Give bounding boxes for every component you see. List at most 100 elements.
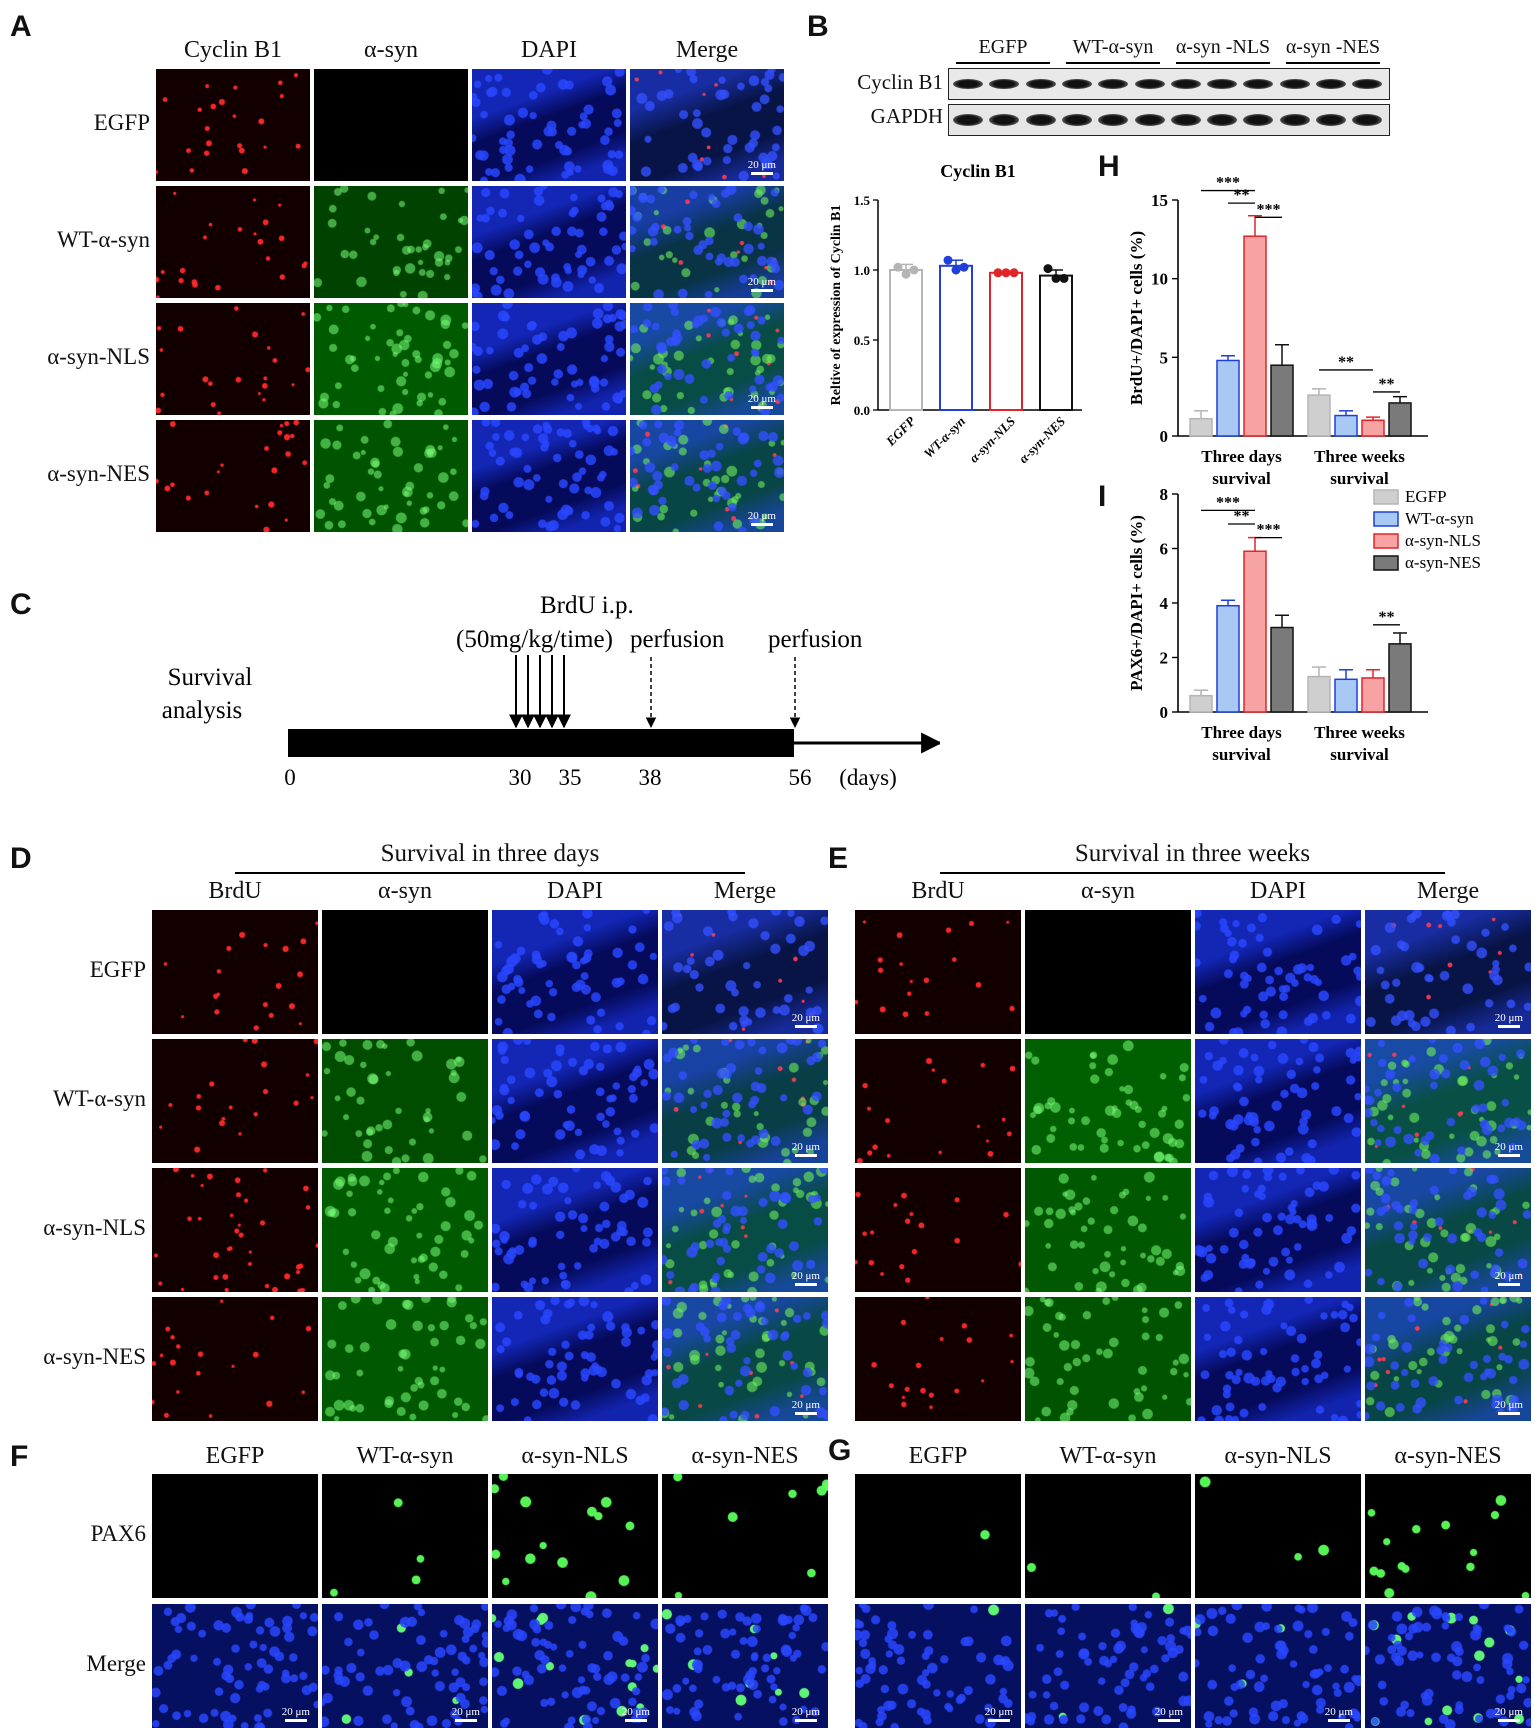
column-header-2: DAPI <box>1249 878 1306 904</box>
scale-bar: 20 μm <box>1495 1141 1523 1157</box>
significance-stars: ** <box>1379 609 1395 626</box>
blot-band <box>1352 79 1383 89</box>
dose-label: (50mg/kg/time) <box>456 626 613 653</box>
micrograph-r0-c0 <box>152 1474 318 1598</box>
chart-i-pax6: 0 2 4 6 8 PAX6+/DAPI+ cells (%) Three days Thre… <box>1127 485 1481 764</box>
x-tick-label-1-line2: survival <box>1330 469 1389 488</box>
chart-b-cyclin-b1: Cyclin B1 0.0 0.5 1.0 1.5 Reltive of expressi… <box>829 161 1082 466</box>
x-tick-label-1-line2: survival <box>1330 745 1389 764</box>
blot-band <box>1170 79 1201 89</box>
chart-h-brdu: 0 5 10 15 BrdU+/DAPI+ cells (%) Three days Thr… <box>1127 175 1428 488</box>
legend-label-0: EGFP <box>1405 487 1447 506</box>
blot-label-gapdh: GAPDH <box>870 104 943 128</box>
bar-1-3 <box>1388 402 1412 437</box>
scale-bar-line <box>794 1719 817 1722</box>
bar-0-0 <box>1189 694 1213 713</box>
x-tick-label-0-line1: Three days <box>1201 723 1282 742</box>
data-point <box>909 265 919 275</box>
blot-band <box>1316 79 1346 89</box>
bar-0-0 <box>1189 417 1213 437</box>
blot-band <box>1279 79 1310 89</box>
micrograph-r1-c1 <box>322 1039 488 1163</box>
scale-bar-label: 20 μm <box>984 1706 1013 1718</box>
survival-label-2: analysis <box>162 697 243 724</box>
data-point <box>1009 268 1019 278</box>
panel-letter-d: D <box>10 842 32 875</box>
scale-bar: 20 μm <box>748 393 776 409</box>
micrograph-r0-c1 <box>1025 910 1191 1034</box>
row-header-2: α-syn-NLS <box>43 1215 146 1240</box>
micrograph-r2-c1 <box>1025 1168 1191 1292</box>
legend-swatch-0 <box>1373 489 1399 505</box>
scale-bar-line <box>454 1719 477 1722</box>
scale-bar: 20 μm <box>792 1141 820 1157</box>
panel-letter-c: C <box>10 588 32 621</box>
blot-band <box>1207 114 1238 126</box>
scale-bar-line <box>987 1719 1010 1722</box>
micrograph-r0-c2 <box>1195 910 1361 1034</box>
blot-band <box>1061 114 1092 126</box>
significance-stars: *** <box>1257 522 1281 539</box>
micrograph-r0-c3: 20 μm <box>662 910 828 1034</box>
scale-bar: 20 μm <box>985 1706 1013 1722</box>
blot-band <box>1025 79 1056 89</box>
x-tick-label-2: α-syn-NLS <box>966 414 1018 466</box>
micrograph-r2-c2 <box>472 303 626 415</box>
micrograph-r3-c2 <box>492 1297 658 1421</box>
bar-0-1 <box>1216 604 1240 713</box>
micrograph-r0-c3: 20 μm <box>1365 910 1531 1034</box>
row-header-0: EGFP <box>93 110 150 135</box>
micrograph-r1-c0 <box>855 1039 1021 1163</box>
y-tick-label: 0.0 <box>854 403 870 418</box>
blot-band <box>1243 114 1274 126</box>
data-point <box>1001 268 1011 278</box>
micrograph-r1-c1: 20 μm <box>1025 1604 1191 1728</box>
micrograph-r3-c3: 20 μm <box>630 420 784 532</box>
column-header-0: BrdU <box>911 878 965 904</box>
blot-group-rule-0 <box>956 62 1050 64</box>
micrograph-r1-c1: 20 μm <box>322 1604 488 1728</box>
micrograph-r3-c0 <box>855 1297 1021 1421</box>
scale-bar-line <box>750 523 773 526</box>
scale-bar-label: 20 μm <box>1494 1012 1523 1024</box>
y-tick-label: 10 <box>1151 270 1168 289</box>
legend-swatch-2 <box>1373 533 1399 549</box>
significance-stars: *** <box>1216 494 1240 511</box>
scale-bar-label: 20 μm <box>791 1399 820 1411</box>
panel-c-timeline: Survival analysis BrdU i.p. (50mg/kg/tim… <box>162 592 940 790</box>
micrograph-r2-c1 <box>314 303 468 415</box>
scale-bar-label: 20 μm <box>747 510 776 522</box>
micrograph-r2-c2 <box>492 1168 658 1292</box>
bar-0-2 <box>1243 235 1267 437</box>
micrograph-r1-c2 <box>472 186 626 298</box>
scale-bar-label: 20 μm <box>791 1270 820 1282</box>
blot-label-cyclin-b1: Cyclin B1 <box>857 70 943 94</box>
column-header-3: Merge <box>675 37 739 63</box>
x-tick-label-0-line1: Three days <box>1201 447 1282 466</box>
micrograph-r1-c0: 20 μm <box>152 1604 318 1728</box>
scale-bar-line <box>1157 1719 1180 1722</box>
bar-1-0 <box>1307 675 1331 713</box>
blot-band <box>1098 114 1129 126</box>
micrograph-r0-c3: 20 μm <box>630 69 784 181</box>
column-header-1: α-syn <box>378 878 432 904</box>
panel-letter-i: I <box>1098 480 1107 513</box>
x-tick-label-0-line2: survival <box>1212 469 1271 488</box>
column-header-1: WT-α-syn <box>1059 1443 1157 1469</box>
scale-bar-label: 20 μm <box>791 1141 820 1153</box>
scale-bar-label: 20 μm <box>747 276 776 288</box>
scale-bar: 20 μm <box>748 159 776 175</box>
column-header-2: α-syn-NLS <box>1224 1443 1332 1469</box>
x-tick-label-1-line1: Three weeks <box>1314 723 1405 742</box>
micrograph-r0-c3 <box>662 1474 828 1598</box>
blot-band <box>1243 79 1274 89</box>
panel-letter-g: G <box>828 1434 852 1467</box>
legend-swatch-1 <box>1373 511 1399 527</box>
y-tick-label: 2 <box>1160 649 1169 668</box>
significance-stars: ** <box>1379 376 1395 393</box>
y-axis-label: PAX6+/DAPI+ cells (%) <box>1127 515 1146 691</box>
bar-0-3 <box>1270 626 1294 713</box>
blot-band <box>989 114 1020 126</box>
bar-1-3 <box>1388 643 1412 713</box>
bar-1 <box>939 264 973 411</box>
